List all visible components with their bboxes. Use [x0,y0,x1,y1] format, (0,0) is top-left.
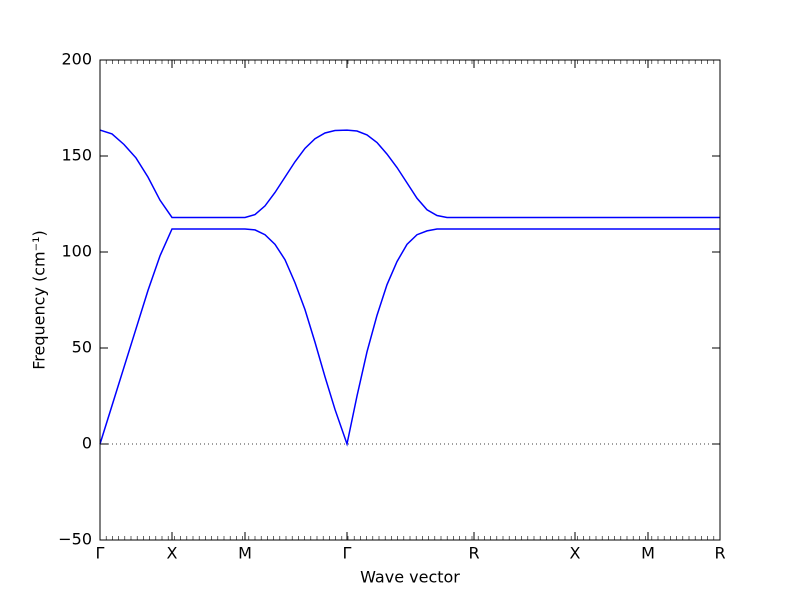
x-tick-label: M [238,544,252,563]
x-tick-label: R [714,544,725,563]
y-tick-label: −50 [58,530,92,549]
x-axis-label: Wave vector [360,568,460,587]
x-tick-label: M [641,544,655,563]
y-tick-label: 100 [61,242,92,261]
y-tick-label: 200 [61,50,92,69]
y-tick-label: 150 [61,146,92,165]
y-tick-label: 0 [82,434,92,453]
x-tick-label: Γ [96,544,105,563]
band-line [99,129,720,219]
band-line [99,228,720,447]
y-axis-label: Frequency (cm⁻¹) [30,230,49,369]
y-tick-label: 50 [72,338,92,357]
x-tick-label: X [570,544,581,563]
plot-frame [99,59,721,541]
x-tick-label: X [167,544,178,563]
x-tick-label: Γ [343,544,352,563]
x-tick-label: R [468,544,479,563]
